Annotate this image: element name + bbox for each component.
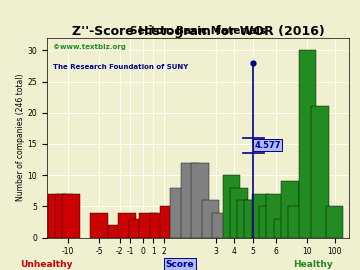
Bar [230,188,248,238]
Bar [202,200,219,238]
Text: Healthy: Healthy [293,260,333,269]
Bar [149,213,167,238]
Bar [139,213,157,238]
Bar [90,213,108,238]
Bar [274,219,291,238]
Bar [252,194,269,238]
Bar [259,206,277,238]
Bar [222,175,240,238]
Text: Unhealthy: Unhealthy [21,260,73,269]
Bar [62,194,80,238]
Bar [108,225,126,238]
Bar [181,163,198,238]
Text: The Research Foundation of SUNY: The Research Foundation of SUNY [53,64,188,70]
Bar [266,194,284,238]
Bar [281,181,299,238]
Bar [129,219,147,238]
Bar [244,200,262,238]
Text: Score: Score [166,260,194,269]
Bar [48,194,66,238]
Bar [237,200,255,238]
Bar [191,163,209,238]
Title: Z''-Score Histogram for WOR (2016): Z''-Score Histogram for WOR (2016) [72,25,324,38]
Bar [212,213,230,238]
Bar [55,194,73,238]
Bar [118,213,136,238]
Text: ©www.textbiz.org: ©www.textbiz.org [53,44,126,50]
Text: Sector: Basic Materials: Sector: Basic Materials [130,26,266,36]
Bar [299,50,316,238]
Text: 4.577: 4.577 [254,141,281,150]
Bar [160,206,178,238]
Bar [326,206,343,238]
Bar [311,106,329,238]
Y-axis label: Number of companies (246 total): Number of companies (246 total) [15,74,24,201]
Bar [288,206,306,238]
Bar [170,188,188,238]
